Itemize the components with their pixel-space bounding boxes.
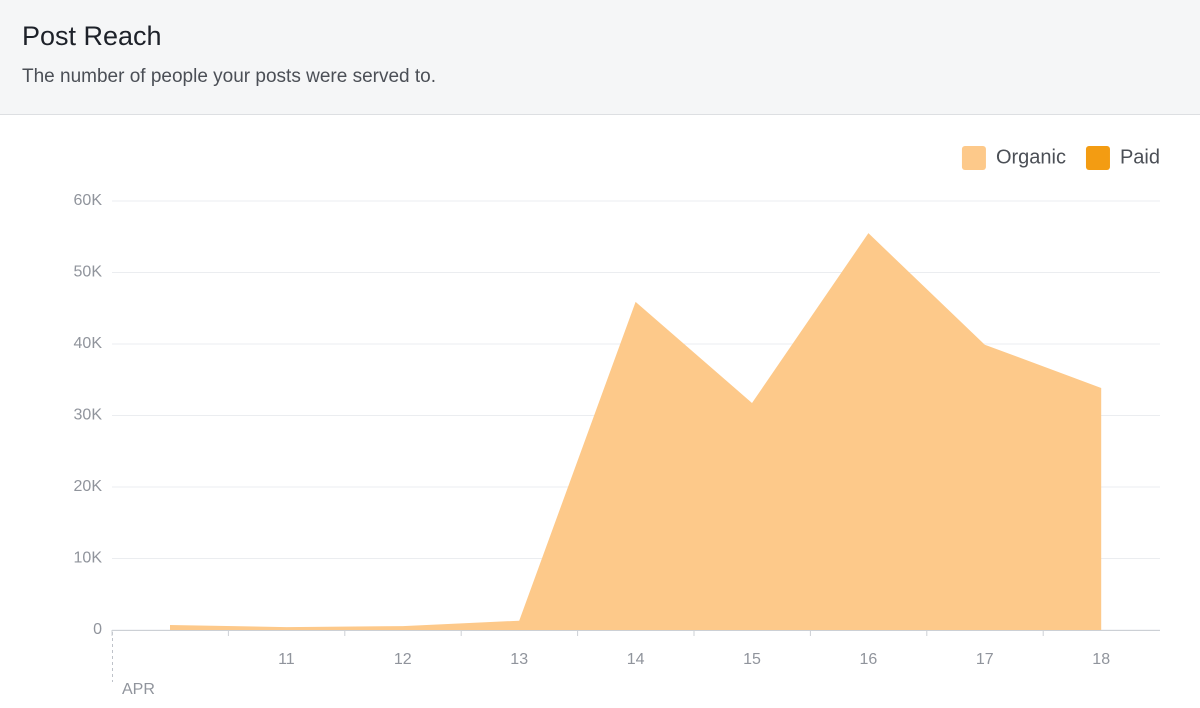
- chart-title: Post Reach: [22, 21, 162, 51]
- y-tick-label: 30K: [74, 407, 103, 424]
- x-tick-label: 16: [860, 651, 878, 668]
- x-tick-label: 15: [743, 651, 761, 668]
- y-tick-label: 50K: [74, 264, 103, 281]
- x-tick-label: 12: [394, 651, 412, 668]
- x-tick-label: 18: [1092, 651, 1110, 668]
- y-tick-label: 0: [93, 621, 102, 638]
- legend-label: Paid: [1120, 146, 1160, 168]
- legend-swatch: [961, 146, 986, 170]
- x-tick-label: 11: [278, 651, 295, 668]
- chart-subtitle: The number of people your posts were ser…: [22, 66, 436, 87]
- legend-label: Organic: [996, 146, 1066, 168]
- x-tick-label: 14: [627, 651, 645, 668]
- y-tick-label: 40K: [74, 335, 103, 352]
- area: [170, 233, 1102, 631]
- x-tick-label: 17: [976, 651, 994, 668]
- y-tick-label: 60K: [74, 192, 103, 209]
- legend-swatch: [1085, 146, 1110, 170]
- y-tick-label: 20K: [74, 478, 103, 495]
- header-bg: [0, 0, 1200, 114]
- x-tick-label: 13: [510, 651, 528, 668]
- y-tick-label: 10K: [74, 550, 103, 567]
- month-label: APR: [122, 681, 155, 698]
